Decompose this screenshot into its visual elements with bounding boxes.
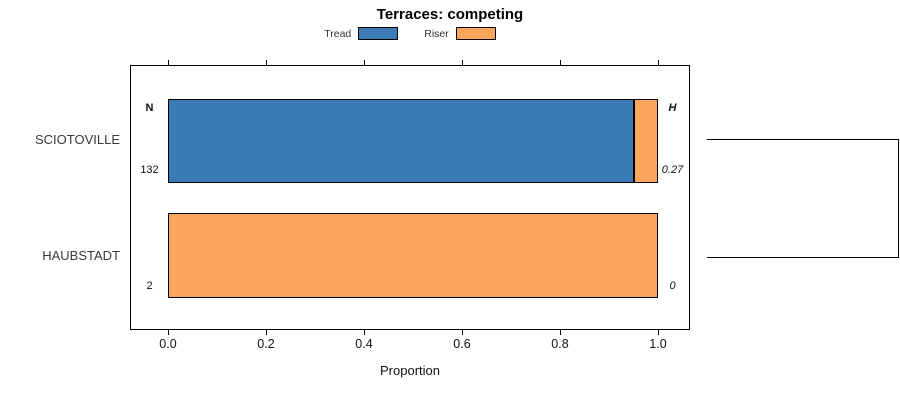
annotation-n-sciotoville: 132 xyxy=(140,164,159,176)
x-axis-tick-label: 1.0 xyxy=(649,337,667,351)
x-axis-tick xyxy=(168,330,169,335)
x-axis-tick-label: 0.8 xyxy=(551,337,569,351)
x-axis-tick-label: 0.4 xyxy=(355,337,373,351)
annotation-h-sciotoville: 0.27 xyxy=(661,164,684,176)
annotation-n-haubstadt: 2 xyxy=(146,280,153,292)
y-axis-label-haubstadt: HAUBSTADT xyxy=(42,248,120,263)
bar-row-sciotoville xyxy=(168,99,658,183)
x-axis-tick xyxy=(168,60,169,65)
bar-segment-riser-sciotoville xyxy=(633,99,658,183)
annotation-n-header: N xyxy=(145,102,154,114)
x-axis-tick xyxy=(658,330,659,335)
x-axis-tick xyxy=(266,330,267,335)
annotation-h-haubstadt: 0 xyxy=(669,280,676,292)
x-axis-title: Proportion xyxy=(380,363,440,378)
x-axis-tick xyxy=(560,330,561,335)
x-axis-tick-label: 0.2 xyxy=(257,337,275,351)
y-axis-label-sciotoville: SCIOTOVILLE xyxy=(34,132,120,147)
bar-segment-tread-sciotoville xyxy=(168,99,634,183)
x-axis-tick-label: 0.6 xyxy=(453,337,471,351)
chart-title: Terraces: competing xyxy=(376,6,524,23)
legend-swatch-riser xyxy=(455,27,496,40)
x-axis-tick xyxy=(364,330,365,335)
legend-item-riser: Riser xyxy=(424,27,496,40)
x-axis-tick xyxy=(462,330,463,335)
legend: Tread Riser xyxy=(0,27,820,40)
x-axis-tick xyxy=(560,60,561,65)
legend-label-riser: Riser xyxy=(424,27,449,40)
dendrogram-link xyxy=(707,139,899,258)
legend-item-tread: Tread xyxy=(324,27,399,40)
annotation-h-header: H xyxy=(668,102,677,114)
x-axis-tick-label: 0.0 xyxy=(159,337,177,351)
x-axis-tick xyxy=(462,60,463,65)
bar-row-haubstadt xyxy=(168,213,658,298)
legend-label-tread: Tread xyxy=(324,27,352,40)
legend-swatch-tread xyxy=(358,27,399,40)
plot-area: N H 132 0.27 2 0 xyxy=(130,60,690,335)
x-axis-tick xyxy=(364,60,365,65)
bar-segment-riser-haubstadt xyxy=(168,213,658,298)
x-axis-tick xyxy=(266,60,267,65)
x-axis-tick xyxy=(658,60,659,65)
